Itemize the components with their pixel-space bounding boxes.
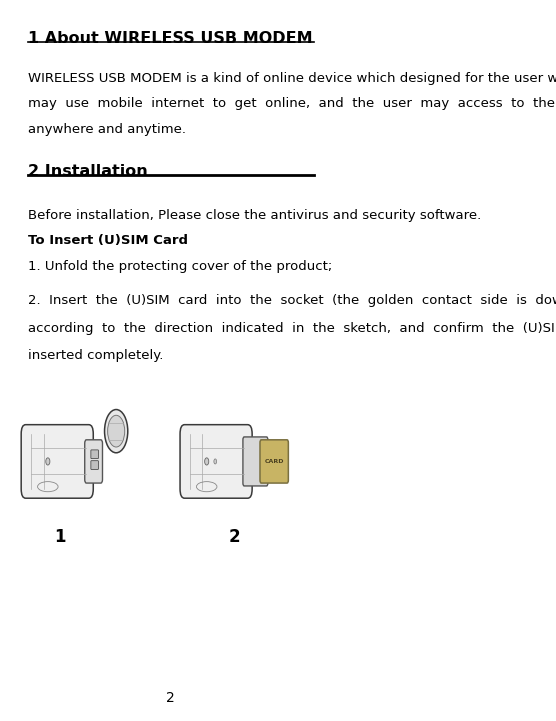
- Ellipse shape: [105, 410, 128, 453]
- FancyBboxPatch shape: [21, 425, 93, 498]
- Text: 1. Unfold the protecting cover of the product;: 1. Unfold the protecting cover of the pr…: [28, 260, 332, 273]
- Text: CARD: CARD: [265, 459, 284, 464]
- Text: WIRELESS USB MODEM is a kind of online device which designed for the user who: WIRELESS USB MODEM is a kind of online d…: [28, 72, 556, 85]
- Text: according  to  the  direction  indicated  in  the  sketch,  and  confirm  the  (: according to the direction indicated in …: [28, 322, 556, 335]
- Text: 1: 1: [54, 528, 66, 546]
- Text: may  use  mobile  internet  to  get  online,  and  the  user  may  access  to  t: may use mobile internet to get online, a…: [28, 97, 556, 110]
- FancyBboxPatch shape: [91, 450, 98, 459]
- FancyBboxPatch shape: [91, 461, 98, 469]
- Text: 2: 2: [166, 691, 175, 705]
- Text: To Insert (U)SIM Card: To Insert (U)SIM Card: [28, 234, 188, 247]
- FancyBboxPatch shape: [243, 437, 268, 486]
- FancyBboxPatch shape: [180, 425, 252, 498]
- Text: 2.  Insert  the  (U)SIM  card  into  the  socket  (the  golden  contact  side  i: 2. Insert the (U)SIM card into the socke…: [28, 294, 556, 307]
- FancyBboxPatch shape: [85, 440, 102, 483]
- Text: 2 Installation: 2 Installation: [28, 164, 147, 180]
- Text: 1 About WIRELESS USB MODEM: 1 About WIRELESS USB MODEM: [28, 31, 312, 46]
- Text: inserted completely.: inserted completely.: [28, 349, 163, 362]
- Ellipse shape: [108, 415, 125, 447]
- FancyBboxPatch shape: [260, 440, 289, 483]
- Ellipse shape: [46, 458, 50, 465]
- Ellipse shape: [214, 459, 217, 464]
- Text: Before installation, Please close the antivirus and security software.: Before installation, Please close the an…: [28, 209, 481, 222]
- Ellipse shape: [205, 458, 208, 465]
- Text: anywhere and anytime.: anywhere and anytime.: [28, 123, 186, 136]
- Text: 2: 2: [228, 528, 240, 546]
